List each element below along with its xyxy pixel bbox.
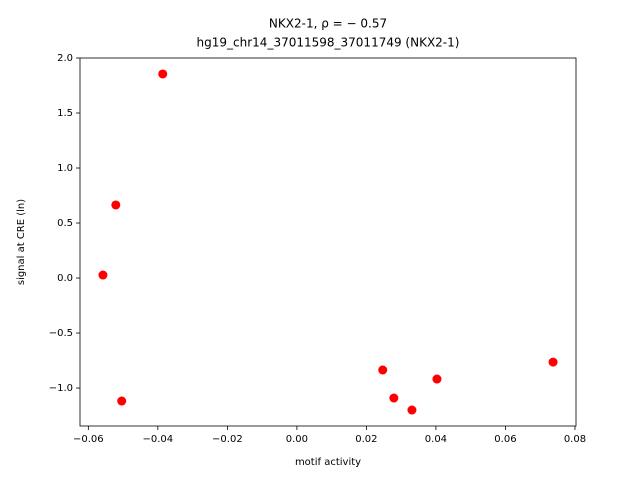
chart-title: NKX2-1, ρ = − 0.57 [269,17,387,31]
x-tick-label: −0.06 [73,434,104,445]
y-tick-label: 2.0 [57,53,73,64]
x-tick-label: −0.04 [143,434,174,445]
point [389,393,399,403]
x-tick-label: 0.04 [425,434,447,445]
point [111,200,121,210]
point [98,270,108,280]
x-tick-label: 0.08 [564,434,586,445]
plot-frame [79,57,577,427]
x-axis-label: motif activity [295,457,361,468]
x-tick-label: −0.02 [212,434,243,445]
point [378,365,388,375]
x-tick-label: 0.00 [286,434,308,445]
y-axis-label: signal at CRE (ln) [16,199,27,285]
y-tick-label: −0.5 [49,328,73,339]
y-tick-label: 1.5 [57,108,73,119]
x-tick-label: 0.02 [355,434,377,445]
point [548,357,558,367]
point [117,396,127,406]
y-tick-label: 0.0 [57,273,73,284]
y-tick-label: 1.0 [57,163,73,174]
point [432,374,442,384]
y-tick-label: −1.0 [49,383,73,394]
x-tick-label: 0.06 [494,434,516,445]
chart-subtitle: hg19_chr14_37011598_37011749 (NKX2-1) [197,36,460,50]
point [407,405,417,415]
point [158,69,168,79]
y-tick-label: 0.5 [57,218,73,229]
